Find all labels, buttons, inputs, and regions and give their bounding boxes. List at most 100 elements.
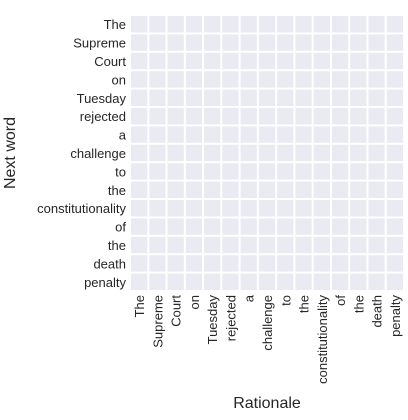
cell: [386, 144, 403, 162]
cell: [331, 34, 349, 51]
cell: [350, 71, 367, 88]
cell: [204, 218, 221, 235]
x-tick-label: constitutionality: [315, 295, 330, 384]
cell: [277, 273, 294, 290]
cell: [222, 126, 239, 143]
cell: [313, 273, 330, 290]
cell: [295, 108, 312, 125]
cell: [350, 218, 367, 235]
cell: [295, 218, 312, 235]
cell: [204, 181, 221, 198]
cell: [368, 163, 385, 180]
cell: [368, 108, 385, 125]
cell: [258, 163, 276, 180]
cell: [204, 273, 221, 290]
cell: [295, 144, 312, 162]
cell: [386, 108, 403, 125]
cell: [277, 126, 294, 143]
cell: [350, 163, 367, 180]
cell: [277, 163, 294, 180]
cell: [167, 126, 184, 143]
y-tick-label: Supreme: [73, 36, 126, 51]
cell: [222, 144, 239, 162]
cell: [149, 71, 166, 88]
cell: [204, 163, 221, 180]
cell: [331, 255, 349, 272]
cell: [149, 89, 166, 106]
x-axis-title: Rationale: [233, 395, 301, 412]
cell: [131, 108, 148, 125]
cell: [258, 200, 276, 217]
cell: [185, 218, 203, 235]
cell: [313, 16, 330, 33]
cell: [240, 218, 257, 235]
cell: [222, 89, 239, 106]
cell: [131, 200, 148, 217]
cell: [204, 89, 221, 106]
cell: [295, 236, 312, 254]
x-tick-label: the: [351, 295, 366, 313]
cell: [204, 34, 221, 51]
x-tick-label: challenge: [260, 295, 275, 351]
cell: [368, 16, 385, 33]
cell: [167, 52, 184, 70]
cell: [350, 34, 367, 51]
cell: [368, 71, 385, 88]
x-tick-label: rejected: [223, 295, 238, 341]
x-tick-label: Supreme: [150, 295, 165, 348]
y-tick-label: Court: [94, 54, 126, 69]
y-tick-label: penalty: [84, 275, 126, 290]
cell: [185, 89, 203, 106]
cell: [240, 126, 257, 143]
cell: [131, 144, 148, 162]
cell: [149, 126, 166, 143]
cell: [149, 52, 166, 70]
cell: [331, 71, 349, 88]
cell: [295, 163, 312, 180]
y-axis-title: Next word: [2, 117, 19, 189]
x-tick-label: Court: [169, 295, 184, 327]
cell: [185, 71, 203, 88]
cell: [350, 89, 367, 106]
cell: [386, 218, 403, 235]
cell: [240, 16, 257, 33]
cell: [167, 89, 184, 106]
cell: [131, 34, 148, 51]
cell: [240, 89, 257, 106]
cell: [295, 273, 312, 290]
cell: [258, 108, 276, 125]
cell: [149, 108, 166, 125]
cell: [313, 71, 330, 88]
cell: [350, 52, 367, 70]
cell: [149, 163, 166, 180]
cell: [258, 52, 276, 70]
cell: [295, 200, 312, 217]
y-tick-label: constitutionality: [37, 201, 126, 216]
cell: [185, 255, 203, 272]
cell: [386, 273, 403, 290]
cell: [240, 71, 257, 88]
cell: [295, 181, 312, 198]
cell: [149, 200, 166, 217]
cell: [331, 126, 349, 143]
cell: [313, 52, 330, 70]
cell: [258, 255, 276, 272]
cell: [350, 200, 367, 217]
cell: [313, 89, 330, 106]
cell: [131, 126, 148, 143]
cell: [131, 255, 148, 272]
cell: [368, 236, 385, 254]
cell: [167, 163, 184, 180]
cell: [167, 255, 184, 272]
cell: [131, 218, 148, 235]
x-tick-label: The: [132, 295, 147, 317]
cell: [277, 236, 294, 254]
cell: [258, 218, 276, 235]
cell: [350, 108, 367, 125]
cell: [295, 16, 312, 33]
cell: [386, 163, 403, 180]
cell: [295, 126, 312, 143]
cell: [258, 16, 276, 33]
cell: [313, 126, 330, 143]
y-tick-label: rejected: [80, 109, 126, 124]
